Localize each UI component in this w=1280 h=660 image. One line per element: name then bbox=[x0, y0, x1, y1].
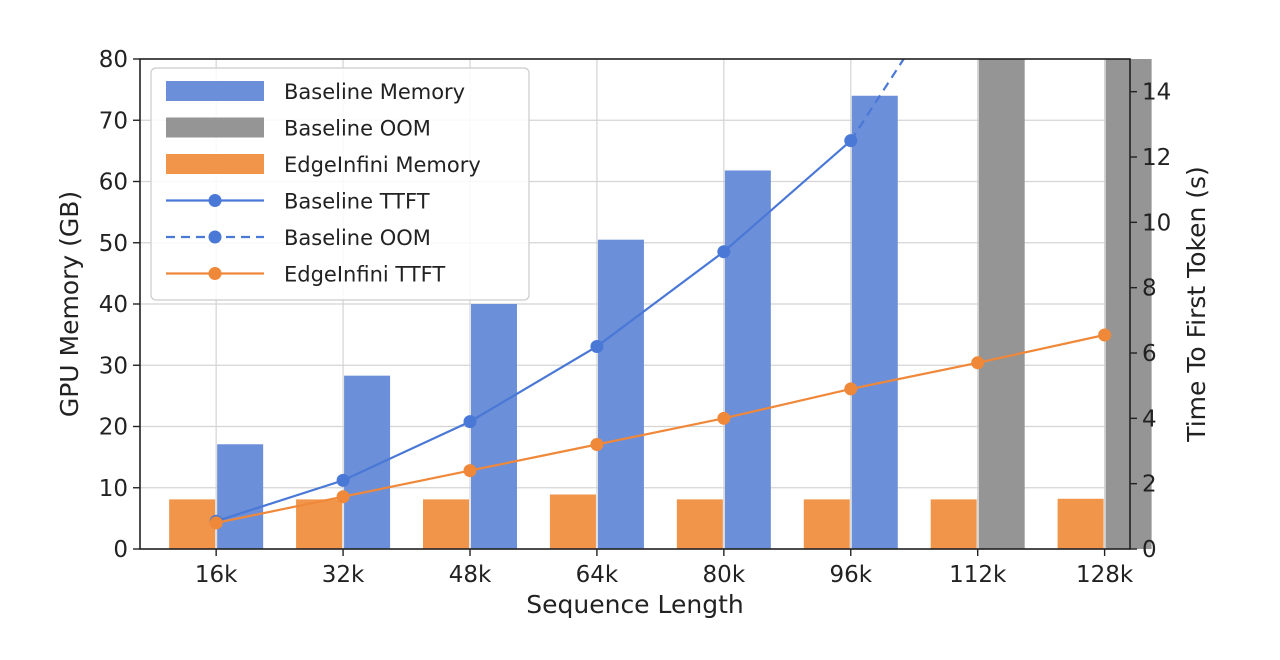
marker-edgeinfini-ttft-96k bbox=[844, 382, 858, 396]
legend-label-baseline-oom-dashed: Baseline OOM bbox=[284, 226, 431, 250]
legend-label-edgeinfini-memory: EdgeInfini Memory bbox=[284, 153, 481, 177]
x-tick-label-128k: 128k bbox=[1076, 562, 1134, 588]
left-tick-label-30: 30 bbox=[99, 353, 128, 379]
line-baseline-oom-dashed bbox=[849, 59, 906, 142]
marker-edgeinfini-ttft-48k bbox=[463, 464, 477, 478]
marker-baseline-ttft-80k bbox=[717, 245, 731, 259]
line-edgeinfini-ttft bbox=[215, 333, 1105, 524]
legend-marker-baseline-oom-dashed bbox=[208, 230, 222, 244]
marker-edgeinfini-ttft-80k bbox=[717, 411, 731, 425]
legend-label-edgeinfini-ttft: EdgeInfini TTFT bbox=[284, 263, 445, 287]
bar-baseline-memory-80k bbox=[724, 170, 771, 549]
right-tick-label-2: 2 bbox=[1142, 472, 1157, 498]
x-tick-label-32k: 32k bbox=[322, 562, 365, 588]
x-axis-title: Sequence Length bbox=[526, 590, 744, 619]
bar-baseline-memory-64k bbox=[597, 239, 644, 549]
left-tick-label-80: 80 bbox=[99, 47, 128, 73]
right-tick-label-0: 0 bbox=[1142, 537, 1157, 563]
bar-baseline-oom-128k bbox=[1105, 59, 1152, 549]
right-y-axis-title: Time To First Token (s) bbox=[1182, 166, 1211, 443]
bar-baseline-memory-16k bbox=[217, 444, 264, 549]
bar-edgeinfini-memory-96k bbox=[803, 499, 850, 549]
bar-baseline-oom-112k bbox=[978, 59, 1025, 549]
right-tick-label-14: 14 bbox=[1142, 80, 1171, 106]
legend-label-baseline-ttft: Baseline TTFT bbox=[284, 190, 430, 214]
left-tick-label-40: 40 bbox=[99, 292, 128, 318]
right-tick-label-6: 6 bbox=[1142, 341, 1157, 367]
right-tick-label-4: 4 bbox=[1142, 406, 1157, 432]
line-baseline-ttft bbox=[215, 139, 852, 523]
marker-edgeinfini-ttft-112k bbox=[971, 356, 985, 370]
legend-marker-baseline-ttft bbox=[208, 194, 222, 207]
legend-marker-edgeinfini-ttft bbox=[208, 267, 222, 280]
right-tick-label-10: 10 bbox=[1142, 210, 1171, 236]
bar-edgeinfini-memory-32k bbox=[296, 499, 343, 549]
left-tick-label-20: 20 bbox=[99, 415, 128, 441]
bar-edgeinfini-memory-48k bbox=[423, 499, 469, 549]
legend-swatch-baseline-memory bbox=[166, 81, 264, 101]
legend-swatch-edgeinfini-memory bbox=[166, 154, 264, 174]
marker-edgeinfini-ttft-32k bbox=[336, 490, 350, 504]
left-y-axis-title: GPU Memory (GB) bbox=[55, 191, 84, 417]
bar-edgeinfini-memory-128k bbox=[1057, 498, 1104, 549]
legend: Baseline Memory Baseline OOM EdgeInfini Me… bbox=[150, 67, 530, 301]
left-tick-label-50: 50 bbox=[99, 231, 128, 257]
marker-edgeinfini-ttft-128k bbox=[1098, 328, 1112, 342]
bar-edgeinfini-memory-16k bbox=[169, 499, 216, 549]
x-tick-label-112k: 112k bbox=[949, 562, 1007, 588]
legend-swatch-baseline-oom bbox=[166, 117, 264, 138]
x-tick-label-96k: 96k bbox=[829, 562, 872, 588]
marker-baseline-ttft-64k bbox=[590, 339, 604, 353]
left-tick-label-10: 10 bbox=[99, 476, 128, 502]
legend-label-baseline-memory: Baseline Memory bbox=[284, 80, 465, 104]
x-tick-label-64k: 64k bbox=[576, 562, 619, 588]
bars bbox=[169, 59, 1152, 549]
left-tick-label-70: 70 bbox=[99, 108, 128, 134]
bar-baseline-memory-48k bbox=[471, 304, 517, 549]
x-tick-label-80k: 80k bbox=[703, 562, 746, 588]
left-tick-label-0: 0 bbox=[113, 537, 128, 563]
x-tick-label-48k: 48k bbox=[449, 562, 492, 588]
marker-baseline-ttft-48k bbox=[463, 415, 477, 429]
bar-edgeinfini-memory-112k bbox=[930, 499, 977, 549]
marker-edgeinfini-ttft-64k bbox=[590, 437, 604, 451]
legend-label-baseline-oom: Baseline OOM bbox=[284, 117, 431, 141]
marker-edgeinfini-ttft-16k bbox=[209, 516, 223, 530]
left-tick-label-60: 60 bbox=[99, 170, 128, 196]
right-tick-label-8: 8 bbox=[1142, 276, 1157, 302]
ttft-lines bbox=[209, 59, 1112, 530]
axes: 0 10 20 30 40 50 60 70 80 0 2 4 6 8 10 12 14 16k 32k 48k 64k… bbox=[99, 47, 1172, 588]
bar-baseline-memory-96k bbox=[851, 95, 898, 549]
x-tick-label-16k: 16k bbox=[195, 562, 238, 588]
marker-baseline-ttft-32k bbox=[336, 473, 350, 487]
bar-edgeinfini-memory-80k bbox=[676, 499, 723, 549]
bar-edgeinfini-memory-64k bbox=[549, 494, 596, 549]
right-tick-label-12: 12 bbox=[1142, 145, 1171, 171]
